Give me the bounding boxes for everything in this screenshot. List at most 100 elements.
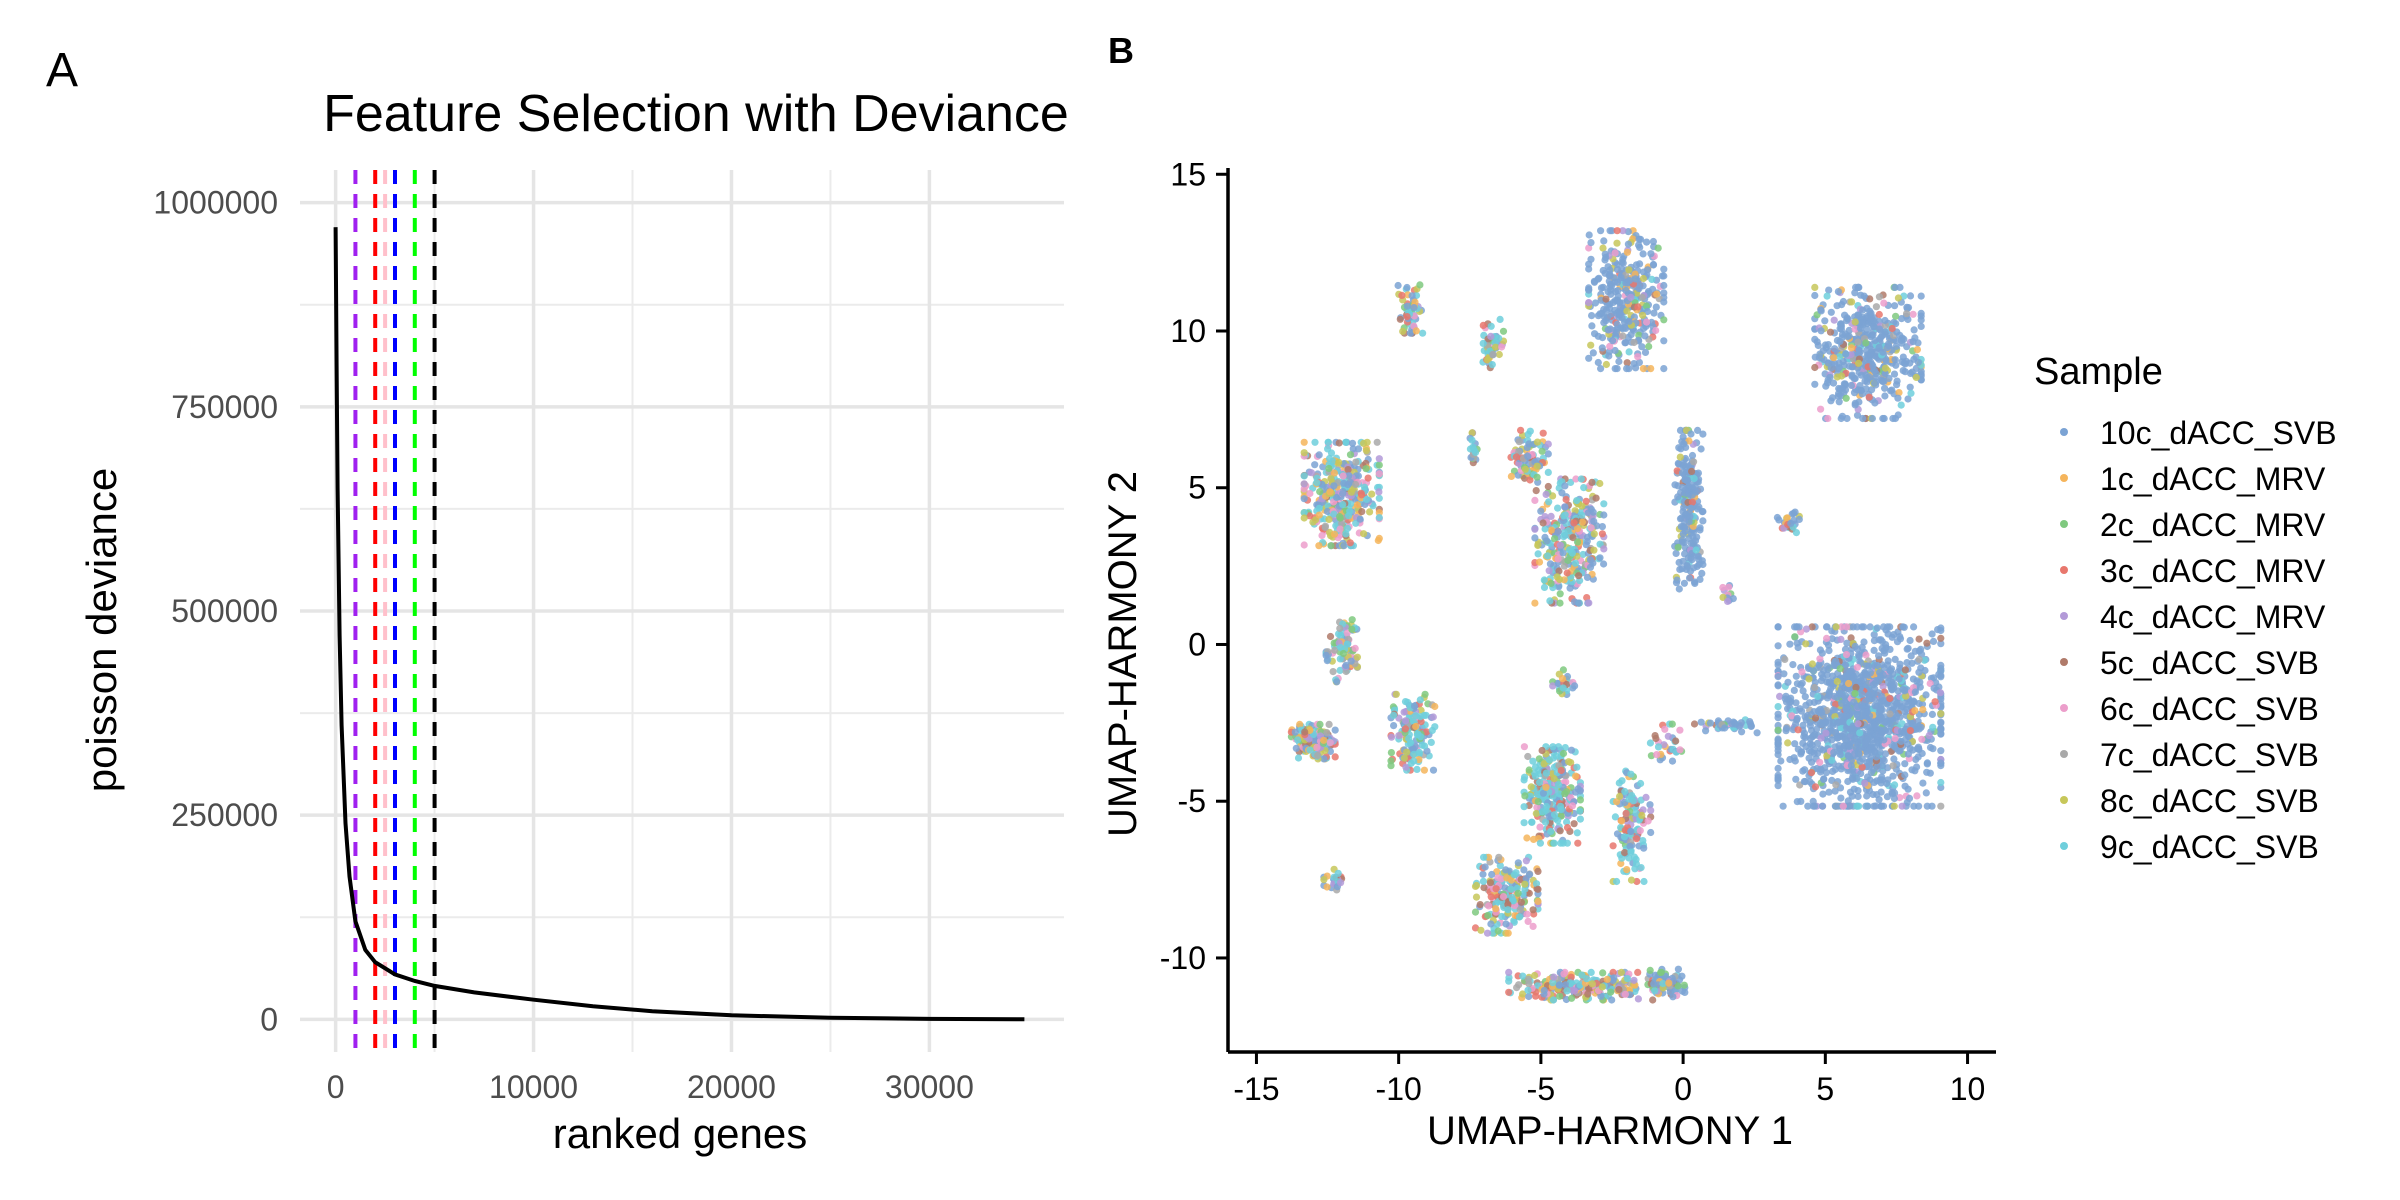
umap-point xyxy=(1532,880,1541,888)
umap-point xyxy=(1834,718,1842,727)
umap-point xyxy=(1608,227,1616,235)
umap-point xyxy=(1896,635,1905,643)
umap-point xyxy=(1557,766,1565,775)
umap-point xyxy=(1513,984,1521,992)
umap-point xyxy=(1672,549,1680,558)
umap-point xyxy=(1901,760,1909,768)
umap-point xyxy=(1889,772,1897,780)
umap-point xyxy=(1487,332,1495,340)
umap-point xyxy=(1875,343,1883,351)
umap-point xyxy=(1637,779,1645,788)
umap-point xyxy=(1879,348,1887,356)
umap-point xyxy=(1598,523,1606,531)
umap-point xyxy=(1792,775,1800,783)
umap-point xyxy=(1362,447,1370,455)
umap-point xyxy=(1495,350,1503,359)
umap-point xyxy=(1336,666,1344,675)
umap-point xyxy=(1792,699,1800,707)
umap-point xyxy=(1871,399,1879,407)
umap-point xyxy=(1576,807,1584,815)
umap-point xyxy=(1325,720,1333,729)
umap-point xyxy=(1410,757,1418,765)
umap-point xyxy=(1791,740,1799,748)
umap-point xyxy=(1597,227,1605,235)
umap-point xyxy=(1856,729,1864,737)
umap-point xyxy=(1817,734,1825,742)
umap-point xyxy=(1637,235,1645,243)
umap-point xyxy=(1560,562,1568,570)
umap-point xyxy=(1613,278,1622,286)
umap-point xyxy=(1901,771,1909,779)
umap-point xyxy=(1488,361,1496,369)
umap-point xyxy=(1375,470,1383,478)
umap-point xyxy=(1873,624,1881,632)
umap-point xyxy=(1676,453,1684,461)
umap-point xyxy=(1886,710,1894,718)
legend-swatch xyxy=(2060,612,2068,620)
umap-point xyxy=(1630,976,1638,984)
umap-point xyxy=(1523,910,1531,918)
umap-point xyxy=(1585,265,1593,273)
umap-point xyxy=(1868,689,1876,697)
panel-a-tag: A xyxy=(46,44,78,97)
umap-point xyxy=(1774,775,1782,783)
umap-point xyxy=(1904,732,1913,741)
umap-point xyxy=(1832,623,1840,631)
umap-point xyxy=(1869,790,1877,799)
umap-point xyxy=(1327,475,1335,483)
umap-point xyxy=(1680,579,1688,587)
umap-point xyxy=(1583,975,1591,983)
umap-point xyxy=(1578,511,1586,519)
legend-swatch xyxy=(2060,796,2068,804)
umap-point xyxy=(1555,781,1563,789)
umap-point xyxy=(1623,365,1631,373)
umap-point xyxy=(1318,531,1326,540)
umap-point xyxy=(1520,743,1528,751)
umap-point xyxy=(1665,979,1673,987)
umap-point xyxy=(1582,497,1590,505)
umap-point xyxy=(1687,504,1695,512)
umap-point xyxy=(1615,357,1623,366)
umap-point xyxy=(1554,528,1562,536)
umap-point xyxy=(1550,775,1558,783)
umap-point xyxy=(1533,473,1541,481)
umap-point xyxy=(1690,474,1698,483)
umap-point xyxy=(1340,542,1348,550)
panel-a-grid xyxy=(300,170,1064,1052)
umap-point xyxy=(1627,848,1635,856)
umap-point xyxy=(1819,802,1827,810)
umap-point xyxy=(1486,879,1494,887)
umap-point xyxy=(1555,583,1563,591)
umap-point xyxy=(1817,327,1825,335)
umap-point xyxy=(1647,365,1655,373)
umap-point xyxy=(1845,326,1853,334)
umap-point xyxy=(1653,290,1661,298)
umap-point xyxy=(1585,599,1593,607)
panel-a-title: Feature Selection with Deviance xyxy=(323,85,1069,143)
umap-point xyxy=(1824,359,1832,367)
umap-point xyxy=(1520,803,1528,811)
umap-point xyxy=(1538,746,1546,755)
umap-point xyxy=(1869,681,1877,689)
umap-point xyxy=(1335,458,1343,466)
umap-point xyxy=(1613,798,1621,806)
umap-point xyxy=(1585,284,1593,292)
umap-point xyxy=(1886,645,1894,654)
umap-point xyxy=(1823,634,1831,643)
umap-point xyxy=(1652,303,1660,311)
umap-point xyxy=(1429,713,1437,721)
x-tick-label: 0 xyxy=(327,1069,345,1105)
umap-point xyxy=(1898,802,1906,810)
umap-point xyxy=(1360,530,1368,538)
umap-point xyxy=(1300,472,1308,480)
umap-point xyxy=(1884,764,1892,772)
umap-point xyxy=(1865,393,1873,401)
umap-point xyxy=(1536,778,1544,787)
umap-point xyxy=(1890,794,1898,803)
umap-point xyxy=(1825,286,1833,294)
umap-point xyxy=(1300,449,1308,457)
umap-point xyxy=(1887,667,1895,675)
umap-point xyxy=(1833,677,1841,686)
umap-point xyxy=(1902,692,1910,700)
umap-point xyxy=(1834,288,1842,296)
